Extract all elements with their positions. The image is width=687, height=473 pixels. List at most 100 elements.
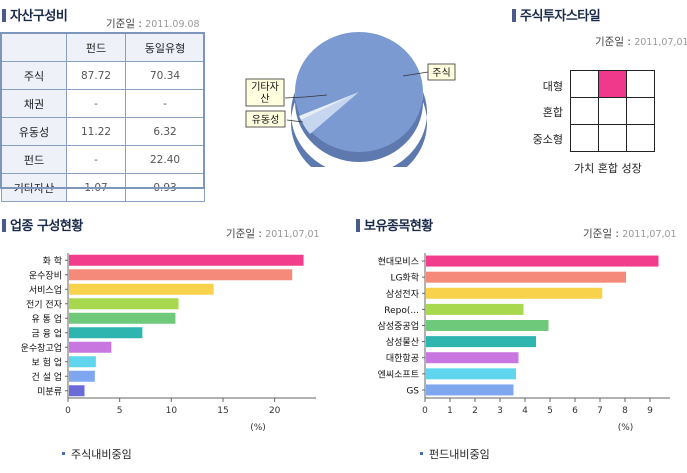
bar (69, 283, 214, 295)
pie-label-liquidity: 유동성 (252, 114, 280, 126)
row-label: 기타자산 (1, 173, 67, 202)
bar (69, 370, 95, 382)
style-cell (598, 124, 627, 152)
x-tick-label: 2 (472, 406, 478, 416)
fund-value: 11.22 (65, 117, 127, 146)
table-row: 주식 87.72 70.34 (1, 61, 205, 90)
bar (426, 271, 626, 283)
x-axis-label: (%) (618, 423, 634, 433)
base-date-value: 2011,07,01 (622, 229, 677, 240)
style-column-labels: 가치 혼합 성장 (574, 162, 642, 175)
style-row-label-small: 중소형 (532, 133, 563, 146)
holdings-note: 펀드내비중임 (420, 446, 490, 462)
leader-line-other (284, 94, 328, 99)
holdings-base-date: 기준일 : 2011,07,01 (583, 228, 677, 240)
category-label: 건 설 업 (31, 372, 62, 383)
style-cell (626, 70, 655, 98)
peer-value: 6.32 (125, 117, 205, 146)
base-date-label: 기준일 (226, 228, 255, 240)
pie-label-box-liquidity (245, 110, 286, 128)
table-header-cell: 펀드 (65, 33, 127, 62)
category-label: 유 통 업 (31, 314, 62, 325)
x-tick-label: 20 (269, 406, 281, 416)
holdings-note-text: 펀드내비중임 (429, 448, 490, 461)
bullet-icon (420, 452, 423, 455)
pie-slice-other (299, 92, 359, 120)
pie-slice-liquidity (301, 92, 359, 134)
base-date-label: 기준일 (583, 228, 612, 240)
x-tick-label: 5 (547, 406, 553, 416)
pie-label-other-line2: 산 (260, 93, 269, 105)
bar (426, 287, 603, 299)
style-cell (626, 124, 655, 152)
style-cell (598, 97, 627, 125)
section-marker-icon (356, 219, 360, 232)
category-label: 대한항공 (386, 353, 419, 364)
x-tick-label: 1 (447, 406, 453, 416)
category-label: 화 학 (43, 256, 62, 267)
asset-base-date: 기준일 : 2011.09.08 (106, 18, 200, 30)
x-tick-label: 10 (166, 406, 178, 416)
table-header-cell (1, 33, 67, 62)
bar (69, 341, 112, 353)
holdings-title-text: 보유종목현황 (364, 219, 433, 234)
bar (69, 298, 179, 310)
bar (426, 255, 659, 267)
base-date-value: 2011,07,01 (265, 229, 320, 240)
category-label: 서비스업 (29, 285, 62, 296)
pie-label-box-other (245, 78, 285, 107)
x-tick-label: 8 (622, 406, 628, 416)
style-section-title: 주식투자스타일 (512, 5, 601, 24)
pie-label-stock: 주식 (432, 67, 450, 79)
x-tick-label: 0 (422, 406, 428, 416)
pie-label-box-stock (427, 63, 456, 81)
fund-value: - (65, 145, 127, 174)
table-header-row: 펀드 동일유형 (1, 33, 205, 62)
base-date-label: 기준일 (106, 18, 135, 30)
x-tick-label: 5 (117, 406, 123, 416)
bar (426, 336, 536, 348)
category-label: 엔씨소프트 (378, 369, 419, 380)
industry-section-title: 업종 구성현황 (2, 215, 83, 234)
x-axis-label: (%) (250, 423, 266, 433)
fund-value: 87.72 (65, 61, 127, 90)
fund-value: - (65, 89, 127, 118)
section-marker-icon (512, 9, 516, 22)
category-label: 현대모비스 (378, 257, 419, 268)
asset-section-title: 자산구성비 (2, 5, 68, 24)
category-label: 전기 전자 (26, 299, 63, 310)
leader-line-liquidity (286, 119, 304, 123)
bar (426, 320, 549, 331)
bar (69, 356, 96, 368)
table-header-cell: 동일유형 (125, 33, 205, 62)
bar (426, 368, 516, 380)
category-label: 운수장비 (29, 270, 62, 281)
base-date-value: 2011,07,01 (634, 37, 687, 48)
holdings-section-title: 보유종목현황 (356, 215, 433, 234)
pie-depth-side (291, 92, 427, 167)
asset-title-text: 자산구성비 (10, 9, 68, 24)
industry-note: 주식내비중임 (62, 446, 132, 462)
bar (69, 385, 85, 397)
x-tick-label: 4 (522, 406, 528, 416)
peer-value: 0.93 (125, 173, 205, 202)
table-row: 채권 - - (1, 89, 205, 118)
asset-allocation-table: 펀드 동일유형 주식 87.72 70.34 채권 - - 유동성 11.22 … (1, 33, 205, 202)
style-box-grid (570, 70, 655, 152)
base-date-value: 2011.09.08 (145, 19, 200, 30)
x-tick-label: 6 (572, 406, 578, 416)
x-tick-label: 7 (597, 406, 603, 416)
style-base-date: 기준일 : 2011,07,01 (595, 36, 687, 48)
table-row: 펀드 - 22.40 (1, 145, 205, 174)
style-cell (570, 97, 599, 125)
category-label: 삼성물산 (386, 337, 419, 348)
industry-base-date: 기준일 : 2011,07,01 (226, 228, 320, 240)
x-tick-label: 9 (647, 406, 653, 416)
row-label: 펀드 (1, 145, 67, 174)
category-label: 삼성중공업 (378, 321, 419, 332)
category-label: 보 험 업 (31, 357, 62, 368)
category-label: 미분류 (37, 386, 62, 397)
pie-label-other-line1: 기타자 (251, 81, 279, 93)
